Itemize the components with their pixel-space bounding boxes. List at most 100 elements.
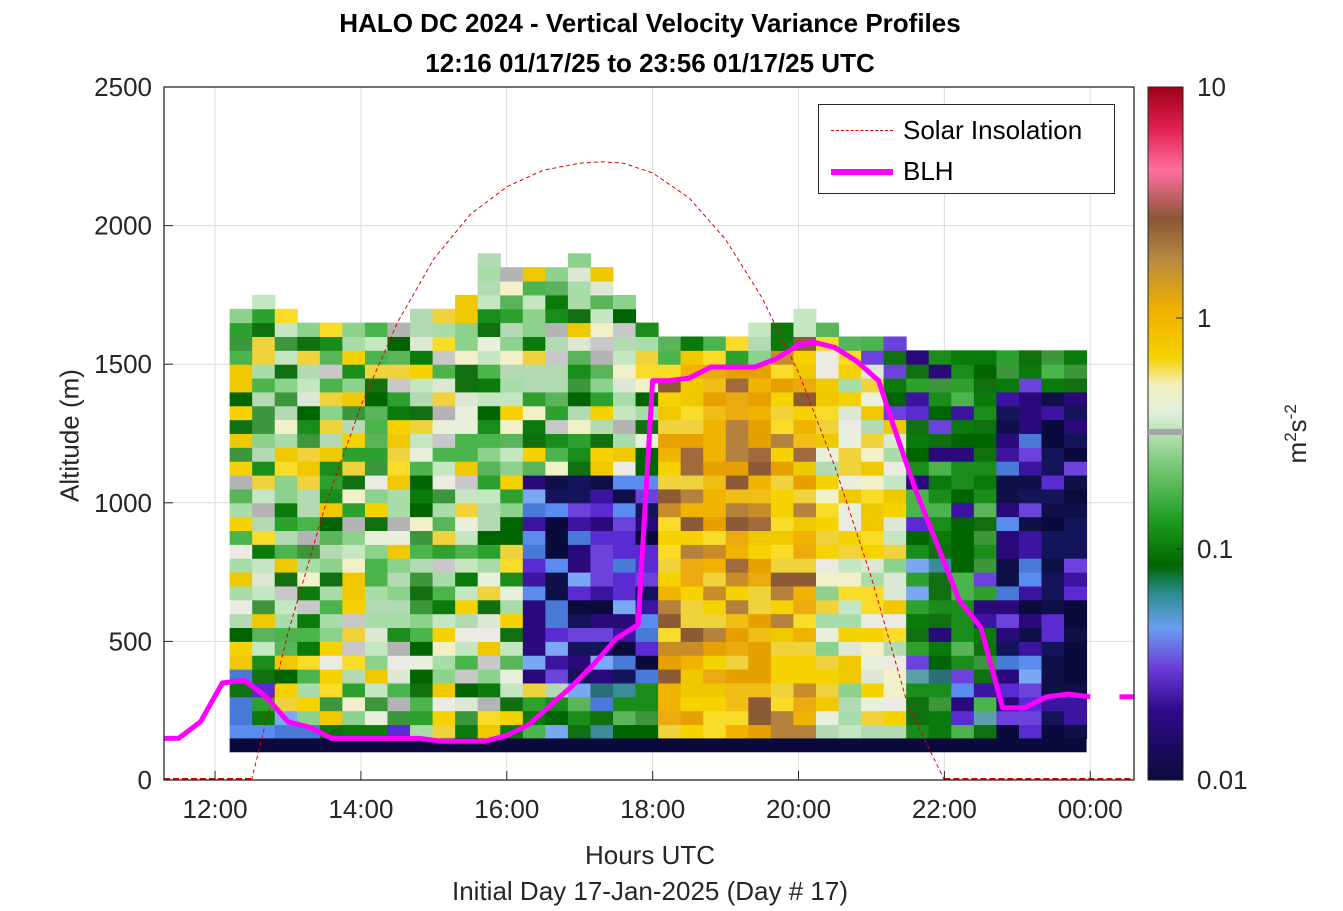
heatmap-cell xyxy=(951,669,975,684)
heatmap-cell xyxy=(1064,530,1088,545)
heatmap-cell xyxy=(861,433,885,448)
heatmap-cell xyxy=(725,558,749,573)
heatmap-cell xyxy=(297,433,321,448)
heatmap-cell xyxy=(635,419,659,434)
heatmap-cell xyxy=(274,433,298,448)
heatmap-cell xyxy=(364,530,388,545)
heatmap-cell xyxy=(342,488,366,504)
heatmap-cell xyxy=(1018,613,1042,629)
heatmap-cell xyxy=(928,488,952,504)
heatmap-cell xyxy=(1041,419,1065,434)
heatmap-cell xyxy=(229,599,253,615)
heatmap-cell xyxy=(387,475,411,490)
heatmap-cell xyxy=(861,572,885,587)
heatmap-cell xyxy=(455,641,479,656)
heatmap-cell xyxy=(477,724,501,739)
heatmap-cell xyxy=(996,544,1020,559)
heatmap-cell xyxy=(613,599,637,615)
heatmap-cell xyxy=(364,405,388,421)
heatmap-cell xyxy=(297,682,321,698)
heatmap-cell xyxy=(883,613,907,629)
heatmap-cell xyxy=(252,364,276,379)
heatmap-cell xyxy=(680,544,704,559)
heatmap-cell xyxy=(906,530,930,545)
heatmap-cell xyxy=(1018,669,1042,684)
heatmap-cell xyxy=(793,322,817,337)
heatmap-cell xyxy=(545,627,569,642)
heatmap-cell xyxy=(342,461,366,476)
heatmap-cell xyxy=(906,405,930,421)
heatmap-cell xyxy=(725,544,749,559)
heatmap-cell xyxy=(342,419,366,434)
heatmap-cell xyxy=(522,585,546,601)
heatmap-cell xyxy=(1064,655,1088,670)
heatmap-cell xyxy=(500,696,524,712)
heatmap-cell xyxy=(951,544,975,559)
legend-solar-label: Solar Insolation xyxy=(903,115,1083,145)
heatmap-cell xyxy=(297,516,321,532)
heatmap-cell xyxy=(364,682,388,698)
heatmap-cell xyxy=(770,599,794,615)
heatmap-cell xyxy=(477,627,501,642)
heatmap-cell xyxy=(1041,488,1065,504)
heatmap-cell xyxy=(815,627,840,642)
heatmap-cell xyxy=(928,572,952,587)
heatmap-cell xyxy=(703,641,727,656)
heatmap-cell xyxy=(770,364,794,379)
heatmap-cell xyxy=(680,669,704,684)
heatmap-cell xyxy=(432,516,456,532)
heatmap-cell xyxy=(477,655,501,670)
heatmap-cell xyxy=(658,419,682,434)
heatmap-cell xyxy=(703,530,727,545)
heatmap-cell xyxy=(410,378,434,393)
heatmap-cell xyxy=(410,641,434,656)
heatmap-cell xyxy=(703,585,727,601)
heatmap-cell xyxy=(928,516,952,532)
heatmap-cell xyxy=(703,544,727,559)
heatmap-cell xyxy=(928,433,952,448)
heatmap-cell xyxy=(928,391,952,407)
heatmap-cell xyxy=(342,364,366,379)
heatmap-cell xyxy=(951,572,975,587)
heatmap-cell xyxy=(883,669,907,684)
heatmap-cell xyxy=(951,613,975,629)
heatmap-cell xyxy=(342,558,366,573)
heatmap-cell xyxy=(567,364,591,379)
heatmap-cell xyxy=(906,627,930,642)
heatmap-cell xyxy=(500,641,524,656)
heatmap-cell xyxy=(590,696,614,712)
legend-solar-swatch xyxy=(831,130,893,131)
heatmap-cell xyxy=(748,641,772,656)
heatmap-cell xyxy=(252,378,276,393)
heatmap-cell xyxy=(432,627,456,642)
heatmap-cell xyxy=(567,447,591,462)
heatmap-cell xyxy=(793,572,817,587)
heatmap-cell xyxy=(590,391,614,407)
heatmap-cell xyxy=(1064,516,1088,532)
heatmap-cell xyxy=(274,696,298,712)
heatmap-cell xyxy=(770,419,794,434)
heatmap-cell xyxy=(861,336,885,351)
heatmap-cell xyxy=(883,696,907,712)
heatmap-cell xyxy=(455,308,479,324)
heatmap-cell xyxy=(342,682,366,698)
heatmap-cell xyxy=(815,378,840,393)
heatmap-cell xyxy=(410,475,434,490)
heatmap-cell xyxy=(793,641,817,656)
heatmap-cell xyxy=(613,378,637,393)
heatmap-cell xyxy=(748,710,772,726)
heatmap-cell xyxy=(567,461,591,476)
heatmap-cell xyxy=(1018,502,1042,518)
heatmap-cell xyxy=(455,502,479,518)
heatmap-cell xyxy=(274,461,298,476)
heatmap-cell xyxy=(567,558,591,573)
heatmap-cell xyxy=(680,433,704,448)
heatmap-cell xyxy=(297,585,321,601)
heatmap-cell xyxy=(928,669,952,684)
heatmap-cell xyxy=(861,682,885,698)
heatmap-cell xyxy=(973,682,997,698)
heatmap-cell xyxy=(1041,530,1065,545)
heatmap-cell xyxy=(613,516,637,532)
heatmap-cell xyxy=(906,710,930,726)
heatmap-cell xyxy=(274,350,298,365)
